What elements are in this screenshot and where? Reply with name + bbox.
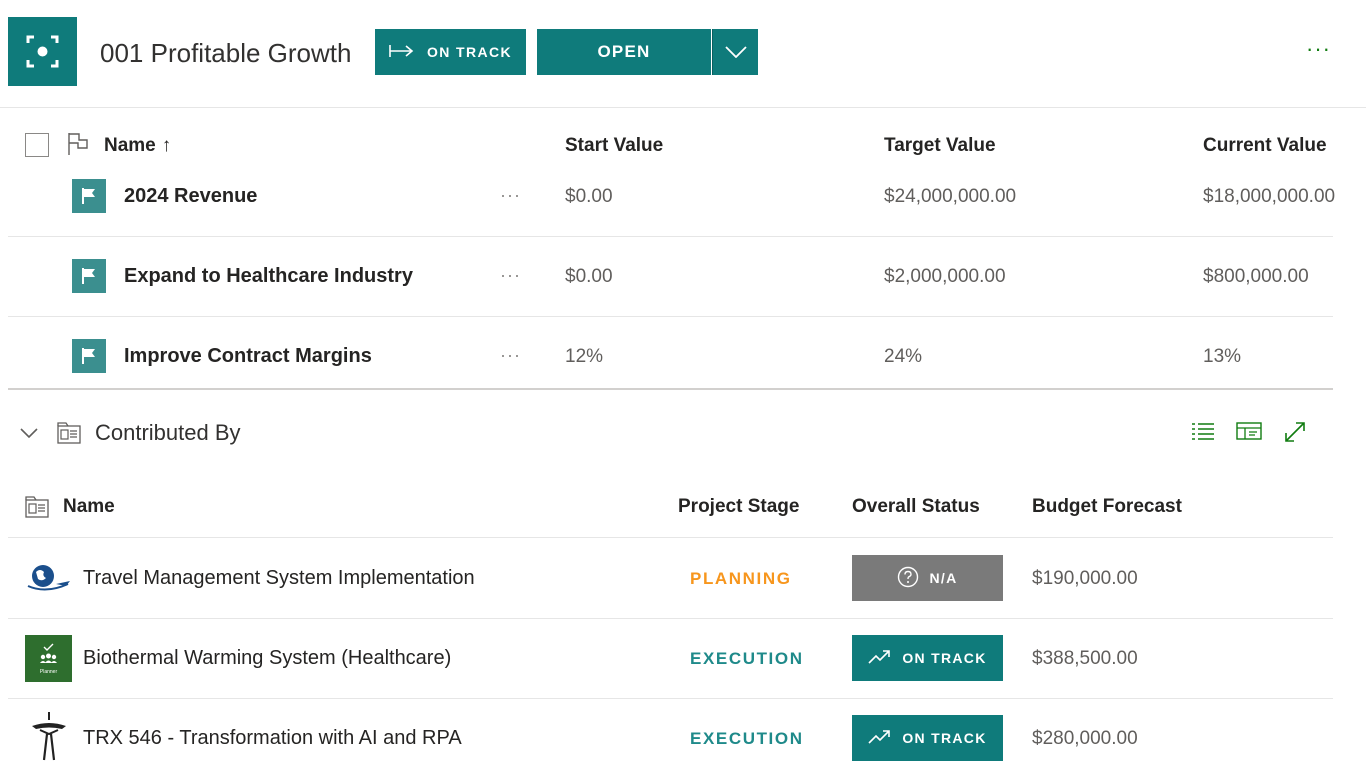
goal-name[interactable]: Expand to Healthcare Industry: [124, 265, 413, 287]
project-name[interactable]: Biothermal Warming System (Healthcare): [83, 647, 452, 669]
status-badge-label: ON TRACK: [902, 650, 987, 666]
start-value: $0.00: [565, 186, 613, 207]
goal-flag-icon: [72, 339, 106, 373]
start-value: $0.00: [565, 266, 613, 287]
page-header: 001 Profitable Growth ON TRACK OPEN ···: [0, 0, 1366, 108]
travel-globe-logo: [25, 555, 72, 602]
row-more-button[interactable]: ···: [500, 265, 521, 285]
current-value: $18,000,000.00: [1203, 186, 1336, 207]
column-header-name[interactable]: Name ↑: [104, 135, 171, 157]
project-list-icon: [57, 422, 81, 449]
table-row[interactable]: Travel Management System Implementation …: [8, 539, 1333, 619]
status-badge: ON TRACK: [852, 715, 1003, 761]
section-divider: [8, 388, 1333, 390]
table-row[interactable]: TRX 546 - Transformation with AI and RPA…: [8, 699, 1333, 768]
goals-table-header: Name ↑ Start Value Target Value Current V…: [0, 118, 1366, 170]
target-value: $2,000,000.00: [884, 266, 1006, 287]
project-list-icon: [25, 496, 49, 523]
more-options-button[interactable]: ···: [1306, 36, 1331, 61]
grid-view-icon[interactable]: [1236, 420, 1262, 447]
project-stage: PLANNING: [690, 569, 792, 588]
goal-name[interactable]: 2024 Revenue: [124, 185, 258, 207]
table-row[interactable]: Improve Contract Margins ··· 12% 24% 13%: [8, 317, 1333, 397]
target-value: 24%: [884, 346, 923, 367]
column-header-project-stage[interactable]: Project Stage: [678, 496, 800, 517]
expand-icon[interactable]: [1283, 420, 1307, 449]
table-row[interactable]: Expand to Healthcare Industry ··· $0.00 …: [8, 237, 1333, 317]
project-name[interactable]: Travel Management System Implementation: [83, 567, 475, 589]
goal-name[interactable]: Improve Contract Margins: [124, 345, 372, 367]
planner-logo-caption: Planner: [40, 669, 58, 675]
column-header-name[interactable]: Name: [63, 496, 115, 517]
start-value: 12%: [565, 346, 604, 367]
list-view-icon[interactable]: [1190, 420, 1216, 447]
collapse-chevron-icon[interactable]: [20, 426, 38, 444]
planner-logo: Planner: [25, 635, 72, 682]
trend-up-icon: [868, 729, 892, 748]
arrow-right-bar-icon: [389, 44, 415, 61]
current-value: $800,000.00: [1203, 266, 1309, 287]
status-button[interactable]: ON TRACK: [375, 29, 526, 75]
page-title: 001 Profitable Growth: [100, 38, 352, 68]
focus-target-icon: [8, 17, 77, 86]
open-dropdown-button[interactable]: [712, 29, 758, 75]
status-badge: ON TRACK: [852, 635, 1003, 681]
column-header-target-value[interactable]: Target Value: [884, 135, 996, 156]
status-button-label: ON TRACK: [426, 44, 513, 60]
table-row[interactable]: Planner Biothermal Warming System (Healt…: [8, 619, 1333, 699]
goal-flag-icon: [72, 259, 106, 293]
row-more-button[interactable]: ···: [500, 345, 521, 365]
question-circle-icon: [897, 566, 919, 591]
table-row[interactable]: 2024 Revenue ··· $0.00 $24,000,000.00 $1…: [8, 157, 1335, 237]
projects-table-header: Name Project Stage Overall Status Budget…: [8, 480, 1333, 538]
trend-up-icon: [868, 649, 892, 668]
column-header-current-value[interactable]: Current Value: [1203, 135, 1327, 156]
flag-outline-icon: [67, 132, 89, 161]
status-badge-label: N/A: [929, 570, 958, 586]
column-header-start-value[interactable]: Start Value: [565, 135, 664, 156]
chevron-down-icon: [724, 46, 747, 58]
budget-forecast: $280,000.00: [1032, 728, 1138, 749]
select-all-checkbox[interactable]: [25, 133, 49, 157]
project-stage: EXECUTION: [690, 649, 804, 668]
open-button[interactable]: OPEN: [537, 29, 711, 75]
target-value: $24,000,000.00: [884, 186, 1017, 207]
goal-flag-icon: [72, 179, 106, 213]
column-header-name-label: Name: [104, 135, 156, 156]
budget-forecast: $190,000.00: [1032, 568, 1138, 589]
space-needle-logo: [25, 711, 72, 760]
row-more-button[interactable]: ···: [500, 185, 521, 205]
current-value: 13%: [1203, 346, 1242, 367]
budget-forecast: $388,500.00: [1032, 648, 1138, 669]
section-title: Contributed By: [95, 420, 241, 445]
status-badge: N/A: [852, 555, 1003, 601]
project-stage: EXECUTION: [690, 729, 804, 748]
sort-ascending-icon: ↑: [161, 135, 172, 156]
contributed-by-section-header: Contributed By: [0, 412, 1366, 454]
project-name[interactable]: TRX 546 - Transformation with AI and RPA: [83, 727, 462, 749]
column-header-overall-status[interactable]: Overall Status: [852, 496, 980, 517]
status-badge-label: ON TRACK: [902, 730, 987, 746]
column-header-budget-forecast[interactable]: Budget Forecast: [1032, 496, 1182, 517]
